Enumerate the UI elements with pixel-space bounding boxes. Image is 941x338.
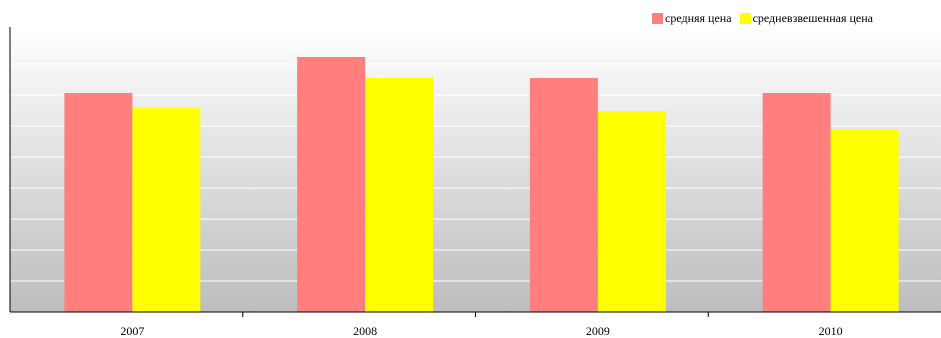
x-tick-label: 2009 — [586, 324, 610, 338]
legend-swatch-series-2 — [739, 12, 751, 24]
bar-2008-series-1 — [297, 57, 366, 312]
legend-item-series-1: средняя цена — [652, 11, 732, 26]
x-axis-labels: 2007 2008 2009 2010 — [120, 324, 842, 338]
bar-2007-series-1 — [64, 93, 133, 312]
bar-2009-series-1 — [529, 78, 598, 312]
bar-2009-series-2 — [597, 111, 666, 312]
legend: средняя цена средневзвешенная цена — [652, 10, 941, 26]
legend-swatch-series-1 — [652, 12, 663, 24]
bars — [64, 57, 899, 312]
x-tick-label: 2007 — [120, 324, 144, 338]
bar-2008-series-2 — [365, 78, 434, 312]
legend-item-series-2: средневзвешенная цена — [739, 10, 873, 26]
x-tick-label: 2010 — [819, 324, 843, 338]
legend-label-series-2: средневзвешенная цена — [752, 10, 873, 25]
legend-label-series-1: средняя цена — [665, 10, 732, 25]
x-tick-label: 2008 — [353, 324, 377, 338]
bar-2007-series-2 — [132, 108, 201, 312]
bar-2010-series-2 — [830, 129, 899, 312]
x-axis-ticks — [242, 312, 709, 317]
bar-2010-series-1 — [762, 93, 831, 312]
